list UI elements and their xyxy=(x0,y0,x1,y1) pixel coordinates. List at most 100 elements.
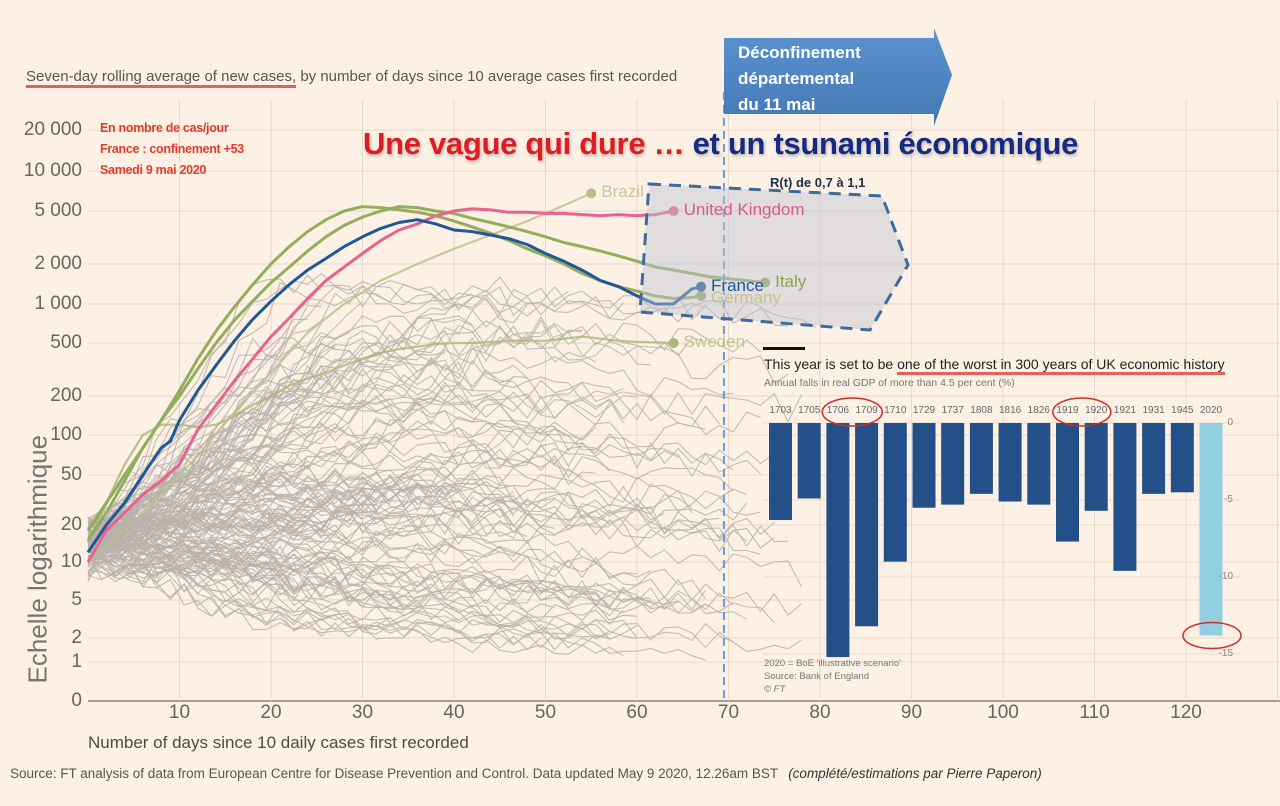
grey-country-line xyxy=(87,528,610,609)
y-tick-label: 5 xyxy=(71,589,82,610)
grey-country-line xyxy=(87,320,761,545)
bar-year-label: 1703 xyxy=(769,405,792,416)
grey-country-line xyxy=(87,538,610,633)
circle-2020 xyxy=(1182,621,1242,650)
y-tick-label: 20 000 xyxy=(23,119,82,140)
brazil-line xyxy=(87,192,592,563)
annotation-line: Samedi 9 mai 2020 xyxy=(100,163,207,177)
bar-y-tick-label: -15 xyxy=(1218,648,1233,659)
united-kingdom-label: United Kingdom xyxy=(683,200,805,219)
italy-endpoint xyxy=(760,277,771,288)
y-tick-label: 1 xyxy=(71,651,82,672)
united-kingdom-line xyxy=(86,207,674,563)
grey-country-line xyxy=(87,556,336,581)
bar-1826 xyxy=(1027,423,1051,505)
circle-1706-1709 xyxy=(821,397,883,427)
grey-country-line xyxy=(87,362,761,560)
x-tick-label: 80 xyxy=(809,702,831,723)
grey-country-line xyxy=(87,553,651,613)
grey-country-line xyxy=(87,480,775,538)
grey-country-line xyxy=(87,529,404,613)
bar-year-label: 1737 xyxy=(941,405,964,416)
callout-line: départemental xyxy=(738,69,855,88)
bar-chart-subtitle: Annual falls in real GDP of more than 4.… xyxy=(764,377,1015,389)
grey-country-line xyxy=(87,537,459,624)
y-tick-label: 2 000 xyxy=(34,253,82,274)
bar-year-label: 1919 xyxy=(1056,405,1079,416)
deconfinement-arrow-icon xyxy=(724,28,952,126)
grey-country-line xyxy=(87,568,349,614)
grey-country-line xyxy=(87,465,514,543)
grey-country-line xyxy=(87,539,610,647)
rt-label: R(t) de 0,7 à 1,1 xyxy=(770,175,866,190)
grey-country-line xyxy=(87,516,707,600)
grey-country-line xyxy=(87,470,446,551)
grey-country-line xyxy=(87,496,720,559)
x-axis-label: Number of days since 10 daily cases firs… xyxy=(88,733,469,752)
grey-country-line xyxy=(87,375,309,537)
bar-1729 xyxy=(912,423,936,508)
circle-1919-1920 xyxy=(1052,397,1112,427)
source-text: Source: FT analysis of data from Europea… xyxy=(10,766,779,781)
france-label: France xyxy=(711,275,764,295)
annotation-line: En nombre de cas/jour xyxy=(100,121,229,135)
grey-country-line xyxy=(87,525,500,563)
grey-country-line xyxy=(87,548,624,657)
bar-y-tick-label: -5 xyxy=(1224,494,1233,505)
y-tick-label: 50 xyxy=(60,464,82,485)
united-kingdom-endpoint xyxy=(668,206,679,216)
bar-1945 xyxy=(1170,423,1194,493)
y-tick-label: 100 xyxy=(50,424,82,445)
annotation-line: France : confinement +53 xyxy=(100,142,244,156)
highlighted-country-lines xyxy=(86,188,771,563)
grey-country-line xyxy=(87,531,322,574)
grey-country-line xyxy=(87,556,267,579)
grey-country-line xyxy=(87,466,761,547)
grey-country-line xyxy=(87,533,679,610)
y-tick-label: 200 xyxy=(50,385,82,406)
x-tick-label: 60 xyxy=(626,702,648,723)
bar-2020 xyxy=(1199,423,1223,636)
bar-1706 xyxy=(826,423,850,658)
grey-country-line xyxy=(87,364,803,534)
france-line xyxy=(86,218,702,554)
credit-text: (complété/estimations par Pierre Paperon… xyxy=(788,766,1042,781)
bar-1703 xyxy=(769,423,792,521)
bar-1931 xyxy=(1142,423,1166,494)
x-tick-label: 40 xyxy=(443,702,465,723)
sweden-line xyxy=(87,335,674,541)
bar-1705 xyxy=(797,423,821,499)
bar-year-label: 1921 xyxy=(1113,405,1137,416)
grey-country-line xyxy=(87,523,624,602)
grey-country-line xyxy=(87,272,706,528)
headline-part-2: et un tsunami économique xyxy=(684,126,1079,161)
bar-1737 xyxy=(941,423,965,505)
subtitle-underlined: Seven-day rolling average of new cases, xyxy=(26,68,297,88)
bar-1808 xyxy=(969,423,993,494)
bar-chart-title-rule xyxy=(763,347,805,350)
grey-country-line xyxy=(87,520,706,614)
bar-year-label: 1920 xyxy=(1085,405,1108,416)
chart-subtitle: Seven-day rolling average of new cases, … xyxy=(26,68,677,88)
grey-country-line xyxy=(87,515,638,578)
headline-part-1: Une vague qui dure … xyxy=(363,126,685,161)
background-country-lines xyxy=(87,272,816,661)
x-tick-label: 90 xyxy=(900,702,923,723)
brazil-label: Brazil xyxy=(601,182,644,202)
callout-line: du 11 mai xyxy=(738,95,816,114)
grey-country-line xyxy=(87,541,528,626)
x-tick-label: 70 xyxy=(717,702,740,723)
y-tick-label: 5 000 xyxy=(34,200,82,221)
sweden-label: Sweden xyxy=(683,332,746,351)
y-tick-label: 10 000 xyxy=(23,160,82,181)
x-tick-label: 50 xyxy=(534,702,557,723)
grey-country-line xyxy=(87,318,308,542)
bar-year-label: 1709 xyxy=(855,405,878,416)
bar-year-label: 1816 xyxy=(998,405,1022,416)
bar-title-start: This year is set to be xyxy=(764,356,898,372)
grey-country-line xyxy=(87,274,322,542)
bar-y-tick-label: -10 xyxy=(1218,571,1233,582)
annotation-box: En nombre de cas/jour France : confineme… xyxy=(100,118,244,181)
x-tick-label: 20 xyxy=(260,702,282,723)
grey-country-line xyxy=(87,525,803,652)
